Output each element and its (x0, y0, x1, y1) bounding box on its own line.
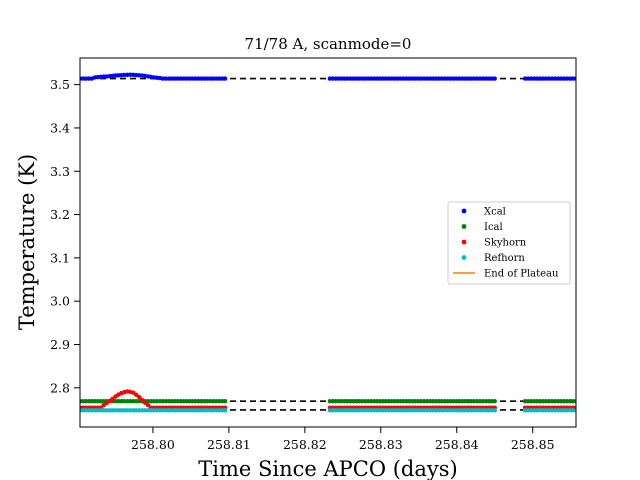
series-refhorn (80, 408, 576, 413)
legend-label-skyhorn: Skyhorn (484, 238, 527, 249)
skyhorn-point (139, 397, 145, 403)
legend-marker-ical (461, 224, 467, 229)
xcal-point (492, 76, 497, 81)
series-xcal (80, 72, 576, 81)
legend-marker-skyhorn (461, 239, 467, 245)
y-tick-label: 3.4 (50, 120, 70, 135)
legend-label-refhorn: Refhorn (484, 253, 525, 264)
refhorn-point (492, 408, 497, 413)
series-ical (80, 399, 576, 404)
plot-frame (79, 57, 577, 428)
x-axis-label: Time Since APCO (days) (198, 457, 457, 480)
skyhorn-point (145, 402, 151, 408)
legend-label-ical: Ical (484, 222, 503, 233)
ical-point (222, 399, 228, 404)
x-tick-label: 258.82 (283, 437, 327, 452)
legend-label-xcal: Xcal (484, 207, 506, 218)
legend: Xcal Ical Skyhorn Refhorn End of Plateau (447, 201, 571, 285)
x-tick-label: 258.80 (131, 437, 175, 452)
x-tick-label: 258.81 (207, 437, 251, 452)
xcal-point (573, 76, 576, 81)
skyhorn-point (137, 394, 142, 400)
chart-title: 71/78 A, scanmode=0 (245, 35, 412, 53)
refhorn-point (222, 408, 228, 413)
y-tick-label: 3.3 (50, 164, 70, 179)
y-tick-label: 3.5 (50, 77, 70, 92)
y-tick-label: 2.9 (50, 337, 70, 352)
skyhorn-point (110, 396, 115, 402)
legend-label-end-of-plateau: End of Plateau (484, 269, 559, 280)
y-axis-label: Temperature (K) (15, 154, 39, 330)
y-tick-label: 3.0 (50, 294, 70, 309)
y-tick-label: 3.1 (50, 250, 70, 265)
x-tick-label: 258.85 (511, 437, 555, 452)
ical-point (492, 399, 497, 404)
y-tick-label: 3.2 (50, 207, 70, 222)
x-axis-ticks: 258.80 258.81 258.82 258.83 258.84 258.85 (131, 427, 555, 452)
data-points (80, 72, 576, 413)
x-tick-label: 258.83 (359, 437, 403, 452)
ical-point (573, 399, 576, 404)
x-tick-label: 258.84 (435, 437, 479, 452)
legend-box (447, 201, 571, 285)
skyhorn-point (142, 400, 148, 405)
xcal-point (222, 76, 228, 81)
y-axis-ticks: 2.8 2.9 3.0 3.1 3.2 3.3 3.4 3.5 (50, 77, 80, 395)
legend-marker-refhorn (461, 255, 467, 260)
legend-marker-xcal (461, 208, 467, 214)
refhorn-point (573, 408, 576, 413)
y-tick-label: 2.8 (50, 380, 70, 395)
skyhorn-point (134, 392, 139, 398)
